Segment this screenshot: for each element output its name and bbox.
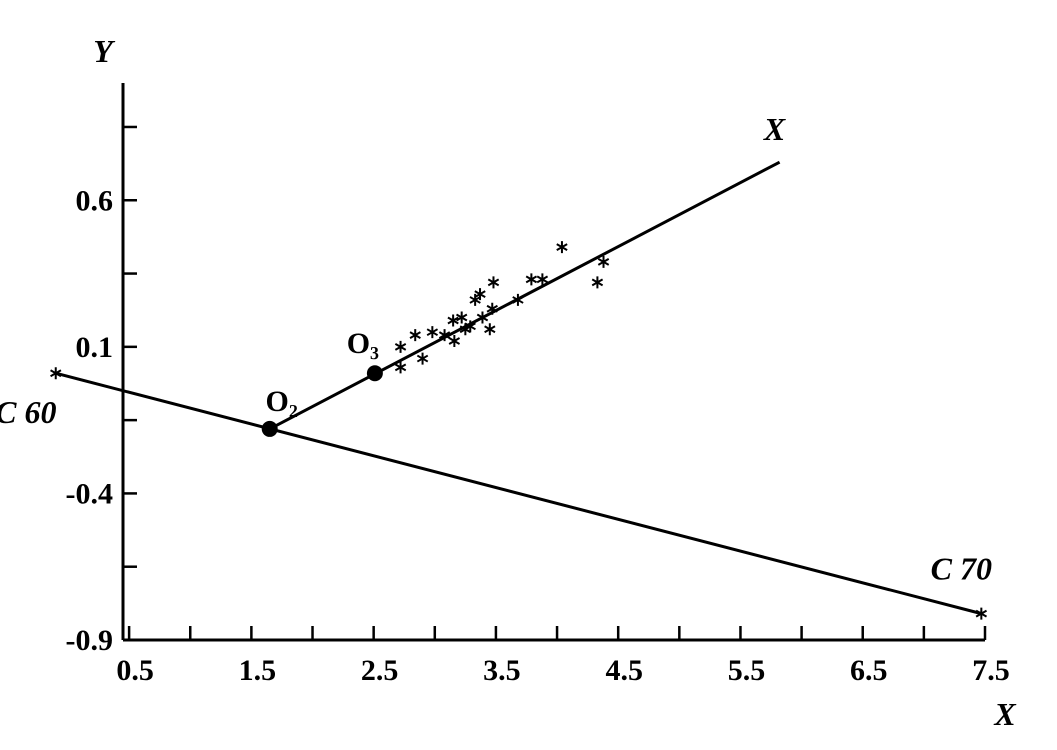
point-star	[50, 367, 62, 380]
point	[556, 241, 568, 254]
point	[536, 273, 549, 286]
y-tick-label: 0.1	[76, 331, 114, 364]
point	[416, 352, 429, 365]
point	[455, 311, 468, 324]
point-label: C 60	[0, 394, 56, 430]
point	[476, 311, 489, 324]
line-label: X	[763, 111, 786, 147]
x-tick-label: 2.5	[361, 654, 399, 687]
point	[464, 320, 476, 333]
point	[409, 329, 421, 342]
point	[426, 326, 439, 339]
point	[591, 276, 604, 289]
y-tick-label: -0.9	[66, 624, 114, 657]
point-label: O₂	[266, 385, 298, 418]
y-tick-label: 0.6	[76, 184, 114, 217]
x-tick-label: 7.5	[972, 654, 1010, 687]
x-tick-label: 5.5	[728, 654, 766, 687]
point-dot	[261, 420, 278, 437]
point	[512, 293, 524, 306]
point	[484, 323, 496, 336]
point	[486, 302, 498, 315]
point	[448, 334, 461, 347]
x-tick-label: 0.5	[116, 654, 154, 687]
point	[438, 329, 451, 342]
y-axis-label: Y	[93, 33, 115, 69]
point-star	[975, 607, 988, 620]
point	[394, 361, 407, 374]
point	[394, 340, 407, 353]
point	[474, 288, 486, 301]
line	[55, 371, 982, 616]
y-tick-label: -0.4	[66, 477, 114, 510]
x-tick-label: 3.5	[483, 654, 521, 687]
x-tick-label: 4.5	[605, 654, 643, 687]
point	[487, 276, 500, 289]
x-axis-label: X	[993, 696, 1016, 732]
point	[525, 273, 538, 286]
x-tick-label: 6.5	[850, 654, 888, 687]
x-tick-label: 1.5	[239, 654, 277, 687]
point-dot	[366, 365, 383, 382]
point-label: O₃	[347, 327, 379, 360]
point	[447, 314, 459, 327]
point	[597, 255, 610, 268]
line	[269, 160, 781, 431]
point-label: C 70	[931, 551, 992, 587]
